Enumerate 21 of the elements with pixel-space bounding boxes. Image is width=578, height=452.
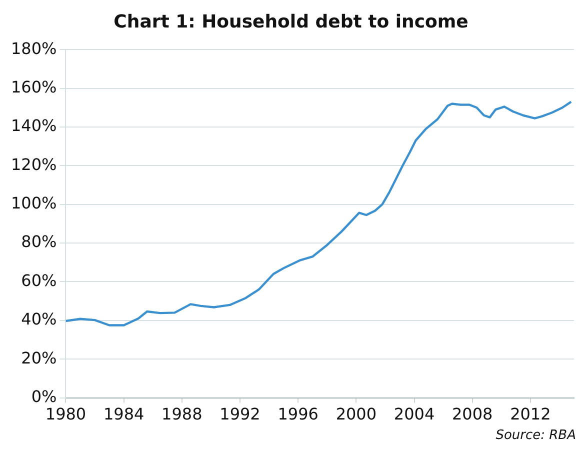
y-tick-label: 180% bbox=[10, 38, 57, 58]
chart-title: Chart 1: Household debt to income bbox=[114, 11, 468, 32]
x-tick-label: 1996 bbox=[278, 404, 318, 424]
y-tick-label: 60% bbox=[21, 270, 57, 290]
y-tick-label: 0% bbox=[31, 386, 57, 406]
x-tick-label: 1992 bbox=[220, 404, 260, 424]
y-tick-label: 80% bbox=[21, 232, 57, 252]
x-tick-label: 2004 bbox=[394, 404, 435, 424]
y-tick-label: 140% bbox=[10, 116, 57, 136]
x-tick-label: 2000 bbox=[336, 404, 377, 424]
y-tick-label: 20% bbox=[21, 348, 57, 368]
y-tick-label: 40% bbox=[21, 310, 57, 329]
source-note: Source: RBA bbox=[494, 428, 577, 443]
x-tick-label: 1988 bbox=[162, 404, 202, 424]
y-tick-label: 100% bbox=[10, 194, 57, 213]
x-tick-label: 2012 bbox=[510, 404, 551, 424]
x-tick-label: 1980 bbox=[45, 404, 86, 424]
x-tick-label: 1984 bbox=[103, 404, 144, 424]
x-tick-label: 2008 bbox=[452, 404, 493, 424]
y-tick-label: 120% bbox=[10, 154, 57, 174]
y-tick-label: 160% bbox=[10, 77, 57, 96]
